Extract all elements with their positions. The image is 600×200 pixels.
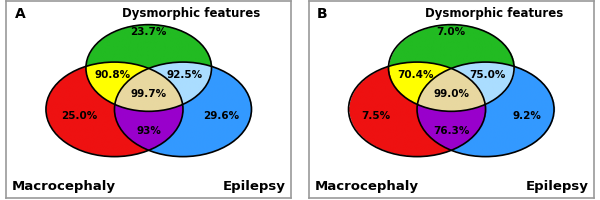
- Text: 25.0%: 25.0%: [61, 111, 97, 121]
- Text: 7.0%: 7.0%: [437, 26, 466, 36]
- Text: A: A: [14, 7, 25, 21]
- Text: Epilepsy: Epilepsy: [526, 179, 588, 192]
- Text: B: B: [317, 7, 328, 21]
- Text: Epilepsy: Epilepsy: [223, 179, 286, 192]
- Text: 23.7%: 23.7%: [131, 26, 167, 36]
- Text: 76.3%: 76.3%: [433, 125, 469, 135]
- Text: 92.5%: 92.5%: [166, 70, 202, 79]
- Text: 70.4%: 70.4%: [397, 70, 434, 79]
- Text: Macrocephaly: Macrocephaly: [12, 179, 116, 192]
- Text: 90.8%: 90.8%: [95, 70, 131, 79]
- Text: Dysmorphic features: Dysmorphic features: [425, 7, 563, 20]
- Text: 9.2%: 9.2%: [512, 111, 541, 121]
- Text: 7.5%: 7.5%: [361, 111, 390, 121]
- Text: 29.6%: 29.6%: [203, 111, 239, 121]
- Text: 93%: 93%: [136, 125, 161, 135]
- Text: 75.0%: 75.0%: [469, 70, 505, 79]
- Text: Macrocephaly: Macrocephaly: [314, 179, 418, 192]
- Text: 99.0%: 99.0%: [433, 88, 469, 98]
- Text: Dysmorphic features: Dysmorphic features: [122, 7, 260, 20]
- Text: 99.7%: 99.7%: [131, 88, 167, 98]
